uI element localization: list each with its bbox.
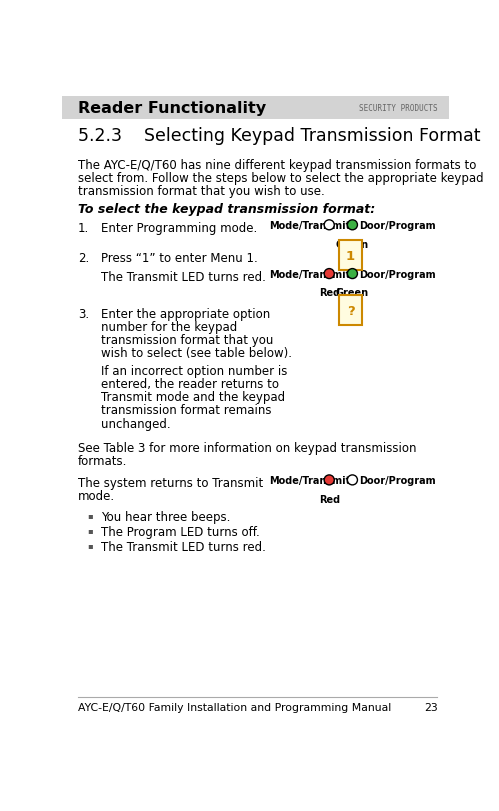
Text: The Program LED turns off.: The Program LED turns off. bbox=[101, 525, 260, 538]
FancyBboxPatch shape bbox=[62, 97, 449, 120]
Ellipse shape bbox=[347, 475, 357, 485]
Text: Door/Program: Door/Program bbox=[359, 475, 436, 485]
Text: The Transmit LED turns red.: The Transmit LED turns red. bbox=[101, 270, 266, 283]
Text: ▪: ▪ bbox=[87, 510, 93, 519]
Text: If an incorrect option number is: If an incorrect option number is bbox=[101, 365, 287, 378]
Text: Door/Program: Door/Program bbox=[359, 269, 436, 279]
Text: 3.: 3. bbox=[78, 307, 89, 320]
Text: entered, the reader returns to: entered, the reader returns to bbox=[101, 378, 279, 391]
Text: To select the keypad transmission format:: To select the keypad transmission format… bbox=[78, 203, 375, 216]
Text: Press “1” to enter Menu 1.: Press “1” to enter Menu 1. bbox=[101, 252, 258, 265]
Text: Enter the appropriate option: Enter the appropriate option bbox=[101, 307, 270, 320]
Text: unchanged.: unchanged. bbox=[101, 417, 171, 430]
Text: 5.2.3    Selecting Keypad Transmission Format: 5.2.3 Selecting Keypad Transmission Form… bbox=[78, 127, 481, 145]
Text: Mode/Transmit: Mode/Transmit bbox=[269, 475, 350, 485]
Ellipse shape bbox=[324, 475, 334, 485]
Text: The system returns to Transmit: The system returns to Transmit bbox=[78, 476, 263, 489]
Text: number for the keypad: number for the keypad bbox=[101, 320, 238, 333]
Ellipse shape bbox=[324, 269, 334, 279]
Text: transmission format that you wish to use.: transmission format that you wish to use… bbox=[78, 185, 324, 198]
Text: transmission format remains: transmission format remains bbox=[101, 404, 271, 417]
Ellipse shape bbox=[347, 221, 357, 230]
Text: select from. Follow the steps below to select the appropriate keypad: select from. Follow the steps below to s… bbox=[78, 172, 484, 185]
Text: transmission format that you: transmission format that you bbox=[101, 333, 273, 346]
Text: 1.: 1. bbox=[78, 221, 89, 234]
Text: 1: 1 bbox=[346, 250, 355, 263]
Text: Reader Functionality: Reader Functionality bbox=[78, 101, 266, 116]
Text: Green: Green bbox=[336, 239, 369, 249]
Text: 2.: 2. bbox=[78, 252, 89, 265]
Text: wish to select (see table below).: wish to select (see table below). bbox=[101, 346, 292, 359]
Text: The AYC-E/Q/T60 has nine different keypad transmission formats to: The AYC-E/Q/T60 has nine different keypa… bbox=[78, 158, 476, 171]
Text: See Table 3 for more information on keypad transmission: See Table 3 for more information on keyp… bbox=[78, 441, 416, 454]
Text: SECURITY PRODUCTS: SECURITY PRODUCTS bbox=[359, 104, 438, 113]
FancyBboxPatch shape bbox=[339, 296, 362, 326]
Text: Enter Programming mode.: Enter Programming mode. bbox=[101, 221, 257, 234]
Text: Door/Program: Door/Program bbox=[359, 221, 436, 230]
Text: AYC-E/Q/T60 Family Installation and Programming Manual: AYC-E/Q/T60 Family Installation and Prog… bbox=[78, 702, 391, 712]
FancyBboxPatch shape bbox=[339, 241, 362, 271]
Text: Red: Red bbox=[319, 494, 340, 504]
Text: ▪: ▪ bbox=[87, 540, 93, 549]
Ellipse shape bbox=[347, 269, 357, 279]
Text: Transmit mode and the keypad: Transmit mode and the keypad bbox=[101, 391, 285, 404]
Ellipse shape bbox=[324, 221, 334, 230]
Text: ?: ? bbox=[347, 305, 354, 318]
Text: You hear three beeps.: You hear three beeps. bbox=[101, 510, 231, 523]
Text: ▪: ▪ bbox=[87, 525, 93, 534]
Text: 23: 23 bbox=[424, 702, 438, 712]
Text: The Transmit LED turns red.: The Transmit LED turns red. bbox=[101, 540, 266, 553]
Text: mode.: mode. bbox=[78, 490, 115, 503]
Text: formats.: formats. bbox=[78, 454, 127, 467]
Text: Red: Red bbox=[319, 288, 340, 298]
Text: Green: Green bbox=[336, 288, 369, 298]
Text: Mode/Transmit: Mode/Transmit bbox=[269, 269, 350, 279]
Text: Mode/Transmit: Mode/Transmit bbox=[269, 221, 350, 230]
